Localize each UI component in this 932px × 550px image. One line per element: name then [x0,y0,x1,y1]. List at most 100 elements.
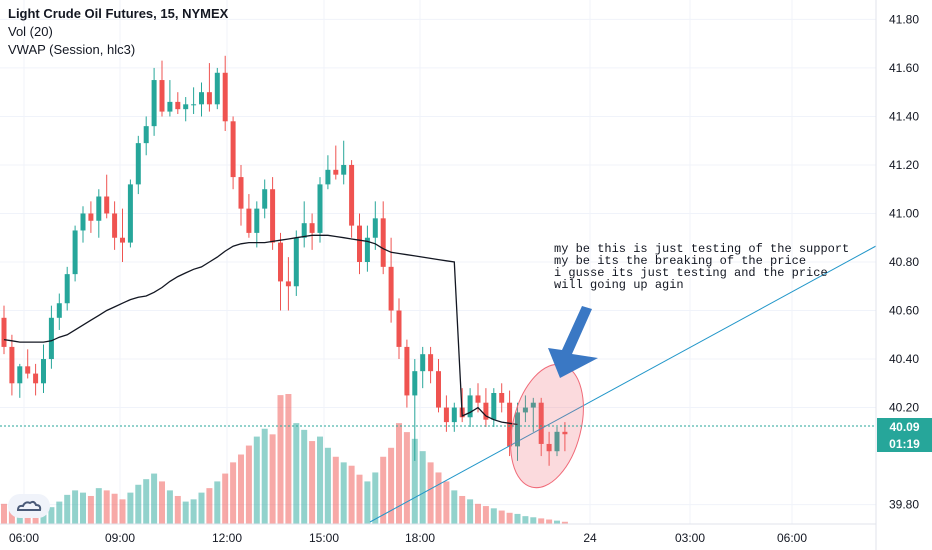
current-price-label: 40.09 [877,418,932,435]
candle [372,201,378,250]
candle-body [183,104,189,110]
tradingview-logo-icon[interactable] [8,494,50,518]
candle-body [56,303,62,318]
price-tick-label: 41.20 [889,158,919,172]
volume-bar [269,434,276,524]
candle-body [285,281,291,287]
volume-bar [111,493,118,524]
candle [380,201,386,275]
annotation-text[interactable]: my be this is just testing of the suppor… [554,243,849,291]
candle [214,67,220,110]
candle [443,395,449,432]
candle [120,208,125,262]
candle [364,225,370,272]
candle-body [309,223,315,233]
candle-body [467,395,473,418]
volume-bar [190,499,197,524]
candle [538,397,544,457]
volume-bar [230,462,237,524]
candle-body [143,126,149,144]
candle [483,388,489,427]
candle-body [222,72,228,122]
candle-body [562,431,568,435]
candle-body [412,371,418,396]
candle-body [554,431,560,452]
volume-bar [396,423,402,524]
volume-bar [356,474,363,524]
volume-bar [277,395,284,524]
candle [191,87,197,115]
candle-body [357,225,362,262]
price-tick-label: 41.00 [889,206,919,220]
candle [254,201,260,248]
candle [143,116,149,156]
grid [0,0,876,524]
candle [88,201,94,233]
price-tick-label: 41.60 [889,61,919,75]
candle-body [396,310,402,347]
volume-bar [403,432,410,524]
annotation-line: i gusse its just testing and the price [554,266,828,280]
candle-body [333,169,339,175]
volume-bar [554,520,560,524]
candle [515,402,520,461]
candle-body [135,143,141,185]
volume-bar [166,490,173,524]
candles [1,55,568,466]
trend-line[interactable] [369,245,877,523]
volume-bar [1,503,7,524]
callout-arrow[interactable] [548,306,598,378]
volume-bar [8,508,15,524]
candle [262,179,268,219]
candle-body [88,213,94,221]
candle [301,201,307,248]
candle-body [483,402,489,420]
time-tick-label: 09:00 [105,531,135,545]
volume-bar [103,490,110,524]
candle [317,177,323,243]
volume-indicator-label[interactable]: Vol (20) [8,24,53,39]
candle [206,63,212,112]
candle-body [404,346,410,396]
candle [451,402,457,432]
candle-body [175,101,181,110]
time-tick-label: 24 [583,531,597,545]
candle-body [96,196,102,221]
vwap-indicator-label[interactable]: VWAP (Session, hlc3) [8,42,136,57]
candle-body [191,104,197,106]
candle [522,395,528,423]
time-axis[interactable]: 06:00 09:00 12:00 15:00 18:00 24 03:00 06:00 [9,531,807,545]
volume-bar [48,507,55,524]
candle-body [151,80,157,127]
symbol-title[interactable]: Light Crude Oil Futures, 15, NYMEX [8,6,229,21]
volume-bar [159,481,165,524]
volume-bar [467,499,474,524]
candle-body [25,366,31,374]
volume-bar [16,512,23,524]
volume-bar [482,506,489,524]
volume-bar [87,495,94,524]
candle-body [475,395,481,403]
volume-bar [419,451,426,524]
candle [175,92,181,115]
volume-bar [95,488,102,524]
price-axis[interactable]: 41.80 41.60 41.40 41.20 41.00 40.80 40.60 40.40… [889,12,919,511]
volume-bar [514,513,521,524]
candle [270,177,276,250]
volume-bar [490,508,497,524]
candle-body [254,208,260,233]
bar-countdown-label: 01:19 [877,435,932,452]
candle-body [538,402,544,444]
candle [9,334,15,396]
candle [325,155,331,190]
candle-body [262,189,268,209]
candle-body [127,184,133,243]
candle [404,339,410,408]
volume-bar [348,465,355,524]
candle [436,359,441,413]
candle-body [515,412,520,447]
candle-body [380,218,386,267]
candle [467,388,473,427]
